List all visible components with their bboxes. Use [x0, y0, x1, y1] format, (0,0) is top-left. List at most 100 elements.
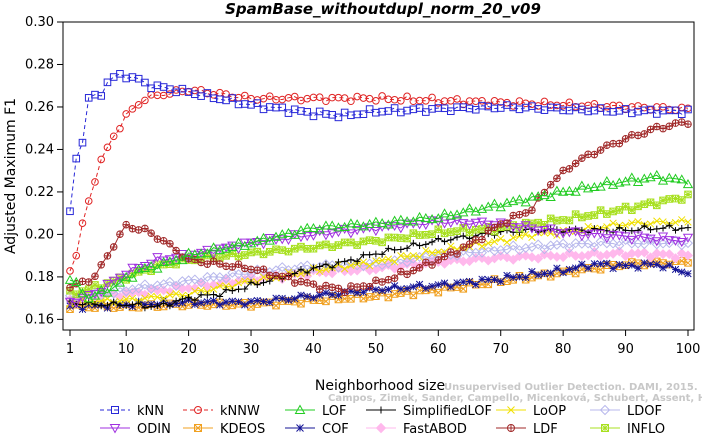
data-point [320, 220, 332, 230]
data-point [216, 254, 224, 262]
data-point [240, 264, 249, 273]
data-point [578, 154, 586, 162]
data-point [309, 294, 318, 302]
data-point [515, 232, 524, 240]
data-point [684, 218, 692, 226]
data-point [228, 283, 236, 291]
data-point [114, 277, 126, 287]
data-point [422, 97, 430, 105]
data-point [264, 234, 275, 244]
data-point [122, 295, 130, 303]
legend-label: ODIN [137, 422, 171, 434]
data-point [402, 257, 413, 268]
data-point [291, 270, 299, 277]
data-point [159, 83, 168, 91]
data-point [584, 222, 592, 231]
data-point [503, 219, 511, 227]
data-point [490, 227, 499, 236]
data-point [116, 230, 124, 238]
data-point [103, 143, 112, 152]
data-point [359, 282, 368, 290]
data-point [221, 273, 232, 284]
data-point [508, 240, 519, 251]
data-point [608, 238, 619, 249]
data-point [102, 287, 113, 297]
legend-label: kNN [137, 404, 164, 419]
data-point [289, 229, 300, 239]
data-point [309, 244, 318, 253]
data-point [147, 267, 155, 275]
data-point [632, 231, 644, 241]
data-point [127, 263, 138, 273]
data-point [133, 264, 144, 274]
data-point [147, 292, 155, 300]
data-point [347, 238, 355, 247]
data-point [428, 238, 436, 246]
data-point [682, 250, 694, 261]
data-point [415, 231, 424, 239]
series-knn [66, 70, 692, 216]
data-point [116, 302, 124, 309]
data-point [216, 282, 224, 290]
data-point [447, 242, 455, 250]
data-point [196, 277, 207, 288]
data-point [409, 229, 418, 237]
data-point [129, 301, 136, 309]
data-point [570, 227, 581, 237]
data-point [214, 245, 225, 255]
data-point [128, 73, 137, 81]
data-point [428, 105, 436, 113]
data-point [302, 232, 313, 242]
data-point [503, 271, 511, 280]
data-point [484, 239, 492, 247]
data-point [571, 264, 580, 272]
data-point [439, 258, 450, 269]
data-point [327, 268, 338, 279]
data-point [228, 297, 236, 305]
data-point [476, 203, 488, 213]
data-point [208, 242, 219, 252]
data-point [671, 194, 680, 203]
data-point [395, 214, 407, 224]
data-point [78, 277, 87, 286]
y-tick-label: 0.26 [25, 100, 54, 115]
data-point [253, 281, 261, 289]
data-point [328, 283, 336, 292]
data-point [490, 237, 499, 246]
data-point [459, 243, 468, 251]
data-point [91, 272, 99, 280]
data-point [103, 279, 112, 287]
plot-area [62, 21, 695, 331]
data-point [139, 262, 151, 272]
data-point [590, 150, 599, 159]
data-point [239, 238, 250, 248]
data-point [440, 252, 449, 261]
x-tick-label: 100 [676, 342, 701, 357]
data-point [390, 274, 399, 282]
data-point [166, 302, 174, 310]
data-point [364, 218, 375, 229]
data-point [272, 245, 280, 254]
data-point [545, 191, 556, 202]
data-point [659, 264, 667, 272]
data-point [408, 216, 419, 226]
data-point [634, 227, 642, 234]
data-point [358, 221, 369, 231]
data-point [464, 203, 475, 213]
data-point [91, 300, 99, 308]
data-point [297, 270, 305, 278]
data-point [426, 214, 438, 224]
data-point [451, 209, 463, 219]
data-point [534, 271, 542, 279]
x-tick-label: 80 [555, 342, 572, 357]
data-point [476, 247, 488, 258]
data-point [108, 288, 119, 299]
data-point [229, 287, 236, 295]
data-point [214, 272, 225, 283]
data-point [609, 219, 617, 227]
data-point [290, 92, 299, 101]
data-point [415, 253, 424, 261]
data-point [97, 92, 106, 100]
data-point [584, 150, 592, 159]
